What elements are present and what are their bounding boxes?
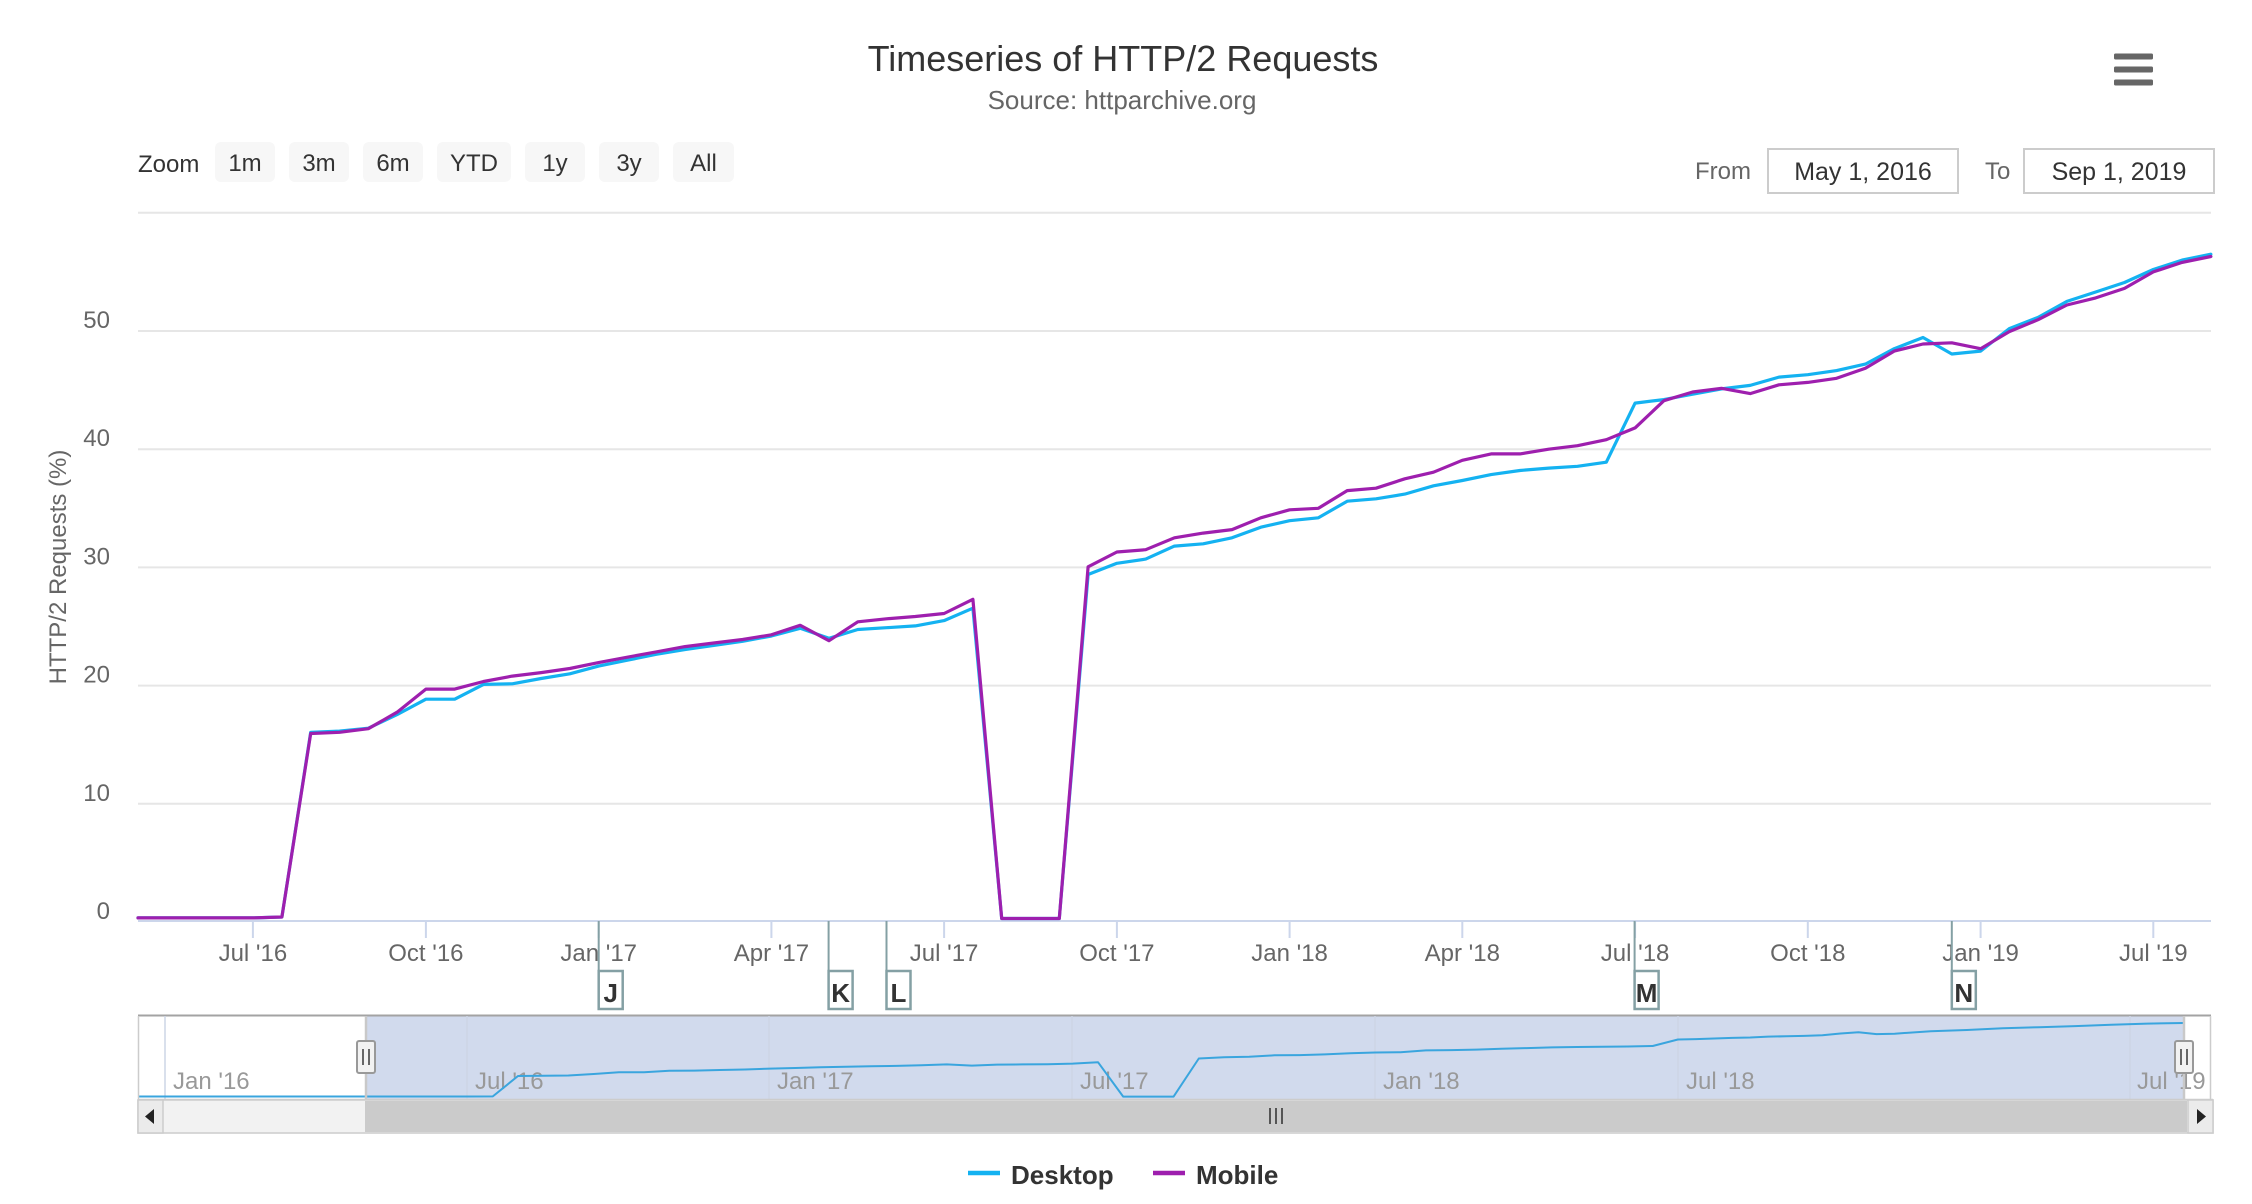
svg-text:Apr '17: Apr '17 [734,940,809,967]
svg-text:May 1, 2016: May 1, 2016 [1794,158,1932,186]
svg-text:Zoom: Zoom [138,151,199,178]
svg-text:Source: httparchive.org: Source: httparchive.org [988,85,1257,115]
svg-text:3m: 3m [302,150,335,177]
svg-text:10: 10 [83,780,110,807]
svg-text:All: All [690,150,717,177]
svg-text:Jan '18: Jan '18 [1383,1068,1460,1095]
svg-text:20: 20 [83,662,110,689]
svg-text:Jul '16: Jul '16 [475,1068,544,1095]
svg-text:From: From [1695,158,1751,185]
svg-text:Sep 1, 2019: Sep 1, 2019 [2052,158,2187,186]
svg-text:3y: 3y [616,150,641,177]
svg-text:Jul '19: Jul '19 [2137,1068,2206,1095]
svg-text:N: N [1954,978,1973,1008]
svg-text:Apr '18: Apr '18 [1425,940,1500,967]
svg-text:30: 30 [83,543,110,570]
svg-text:YTD: YTD [450,150,498,177]
svg-text:Timeseries of HTTP/2 Requests: Timeseries of HTTP/2 Requests [868,38,1379,79]
svg-text:Jul '19: Jul '19 [2119,940,2188,967]
svg-text:Desktop: Desktop [1011,1160,1114,1190]
svg-text:L: L [891,978,907,1008]
svg-text:To: To [1985,158,2010,185]
svg-text:0: 0 [97,898,110,925]
svg-text:1y: 1y [542,150,567,177]
svg-text:50: 50 [83,307,110,334]
svg-text:Jan '18: Jan '18 [1251,940,1328,967]
svg-text:Oct '16: Oct '16 [388,940,463,967]
svg-text:Jan '17: Jan '17 [777,1068,854,1095]
svg-text:Oct '18: Oct '18 [1770,940,1845,967]
svg-text:Jul '17: Jul '17 [910,940,979,967]
svg-text:Jul '16: Jul '16 [219,940,288,967]
svg-text:M: M [1636,978,1658,1008]
svg-text:Jul '17: Jul '17 [1080,1068,1149,1095]
svg-text:J: J [603,978,617,1008]
svg-text:HTTP/2 Requests (%): HTTP/2 Requests (%) [45,450,72,685]
svg-text:1m: 1m [228,150,261,177]
svg-text:40: 40 [83,425,110,452]
svg-text:Jan '19: Jan '19 [1942,940,2019,967]
svg-text:Oct '17: Oct '17 [1079,940,1154,967]
svg-text:6m: 6m [376,150,409,177]
svg-text:Jul '18: Jul '18 [1686,1068,1755,1095]
svg-text:Jan '16: Jan '16 [173,1068,250,1095]
svg-text:Mobile: Mobile [1196,1160,1278,1190]
svg-text:K: K [831,978,850,1008]
